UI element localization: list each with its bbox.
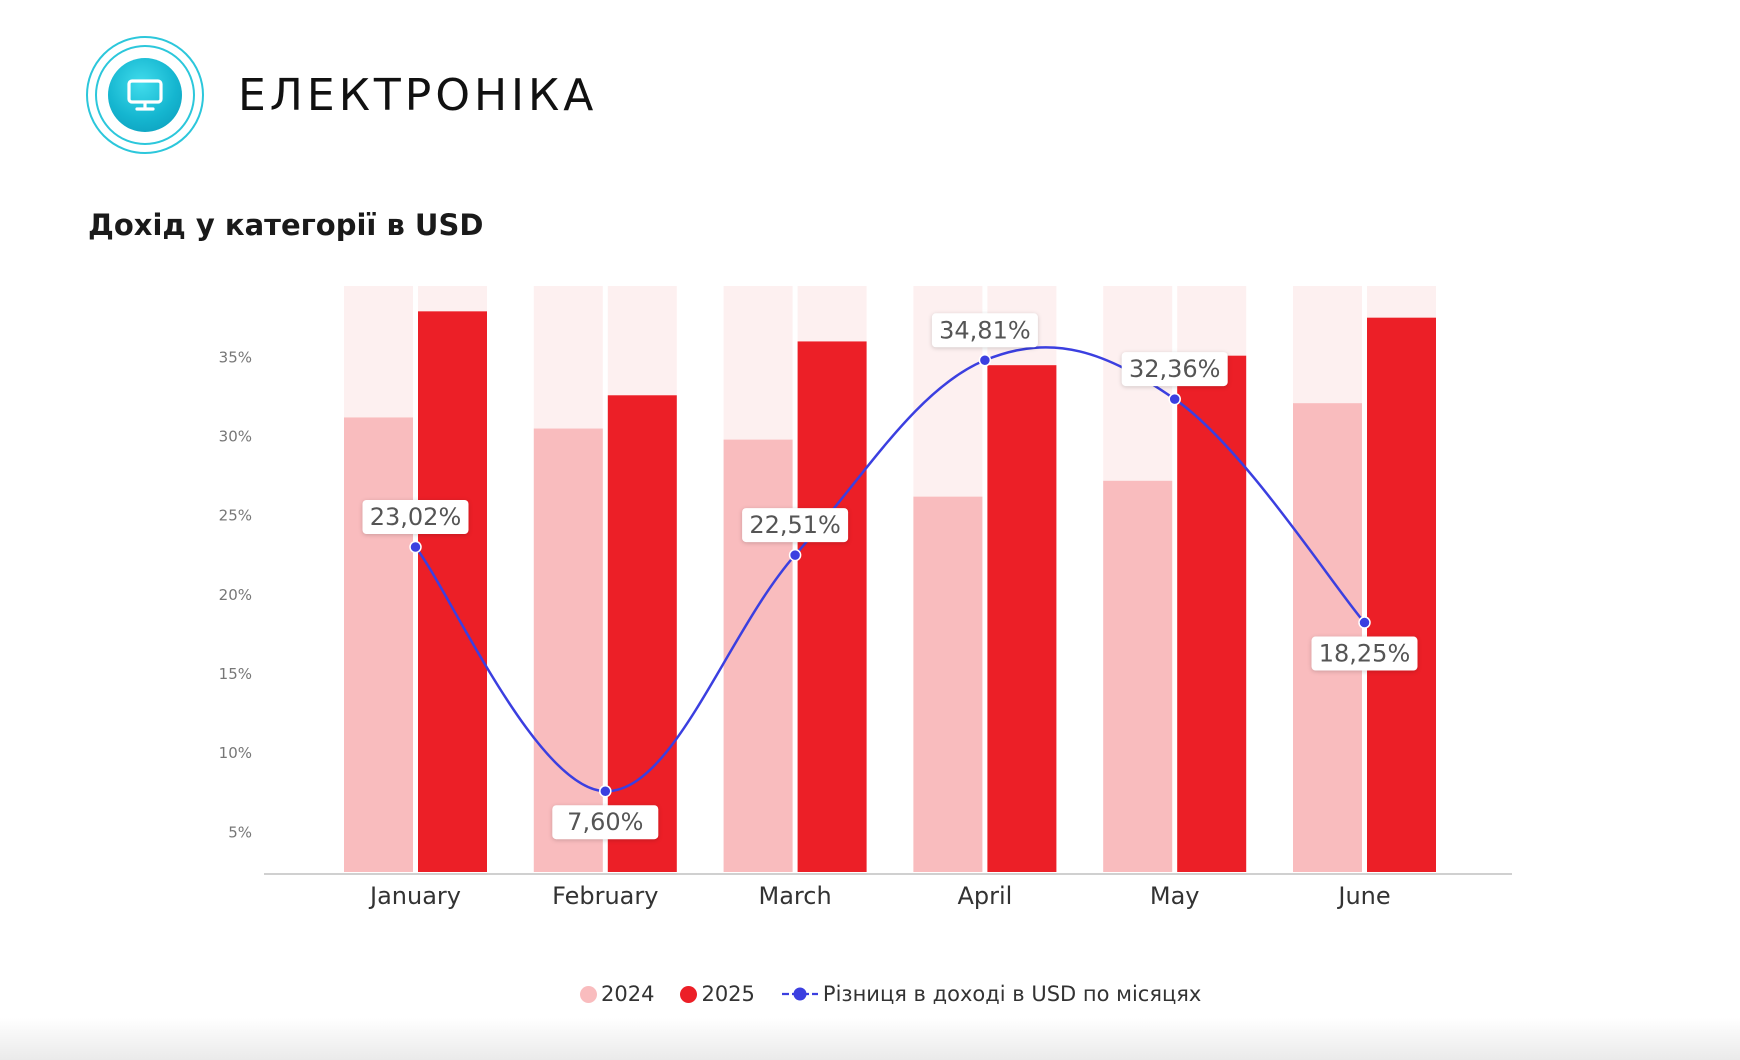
bar-2025 — [1177, 355, 1247, 872]
legend-label-2025: 2025 — [701, 982, 755, 1006]
y-tick-label: 15% — [219, 665, 252, 683]
data-label: 22,51% — [749, 511, 841, 539]
legend-item-2024: 2024 — [580, 982, 654, 1006]
monitor-icon — [108, 58, 182, 132]
bar-2025 — [797, 341, 867, 872]
legend-swatch-2025 — [680, 985, 698, 1003]
data-label-box — [552, 805, 659, 840]
data-label-box — [742, 508, 849, 543]
legend-label-difference: Різниця в доході в USD по місяцях — [822, 982, 1202, 1006]
bottom-shadow — [0, 1018, 1740, 1060]
bar-2024 — [1103, 480, 1173, 872]
logo-inner-ring — [95, 45, 195, 145]
difference-point — [788, 548, 802, 562]
data-label: 7,60% — [567, 808, 643, 836]
difference-point — [978, 354, 992, 367]
data-label-box — [362, 500, 469, 535]
data-label-box — [1311, 636, 1418, 671]
page-title: ЕЛЕКТРОНІКА — [238, 69, 598, 121]
bar-2025 — [1367, 317, 1436, 873]
y-tick-label: 20% — [219, 586, 252, 604]
difference-line — [414, 346, 1366, 793]
x-tick-label: April — [957, 882, 1012, 910]
bar-2025 — [987, 365, 1057, 872]
x-tick-label: May — [1150, 882, 1200, 910]
y-tick-label: 5% — [228, 823, 252, 841]
x-tick-label: January — [368, 882, 461, 910]
difference-point — [599, 784, 612, 798]
legend-item-2025: 2025 — [680, 982, 755, 1006]
bar-2025 — [607, 395, 677, 872]
revenue-chart: January February March April May June 5% 10% 15%… — [219, 286, 1512, 910]
data-label: 32,36% — [1129, 355, 1221, 383]
difference-point — [1358, 616, 1371, 629]
bar-2024 — [344, 417, 413, 872]
chart-legend: 2024 2025 Різниця в доході в USD по міся… — [580, 982, 1227, 1006]
legend-item-difference: Різниця в доході в USD по місяцях — [781, 982, 1201, 1006]
legend-swatch-2024 — [580, 985, 597, 1003]
data-label-box — [931, 313, 1038, 348]
category-logo — [86, 36, 204, 154]
y-tick-label: 35% — [219, 348, 252, 366]
data-label-box — [1121, 352, 1228, 387]
y-tick-label: 25% — [219, 507, 252, 525]
bar-2024 — [723, 439, 793, 872]
y-tick-label: 10% — [219, 744, 252, 762]
data-label: 34,81% — [939, 316, 1031, 344]
x-tick-label: February — [552, 882, 658, 910]
difference-point — [409, 540, 422, 554]
data-label: 18,25% — [1319, 640, 1411, 668]
x-tick-label: June — [1336, 882, 1390, 910]
x-tick-label: March — [759, 882, 832, 910]
bar-2024 — [533, 428, 603, 872]
legend-line-swatch — [781, 985, 819, 1003]
bar-2024 — [913, 496, 983, 872]
header: ЕЛЕКТРОНІКА — [86, 36, 597, 154]
y-tick-label: 30% — [219, 427, 252, 445]
chart-title: Дохід у категорії в USD — [88, 208, 484, 242]
difference-point — [1168, 392, 1181, 406]
legend-label-2024: 2024 — [601, 982, 655, 1006]
data-label: 23,02% — [370, 503, 462, 531]
logo-outer-ring — [86, 36, 204, 154]
bar-2025 — [418, 311, 487, 872]
